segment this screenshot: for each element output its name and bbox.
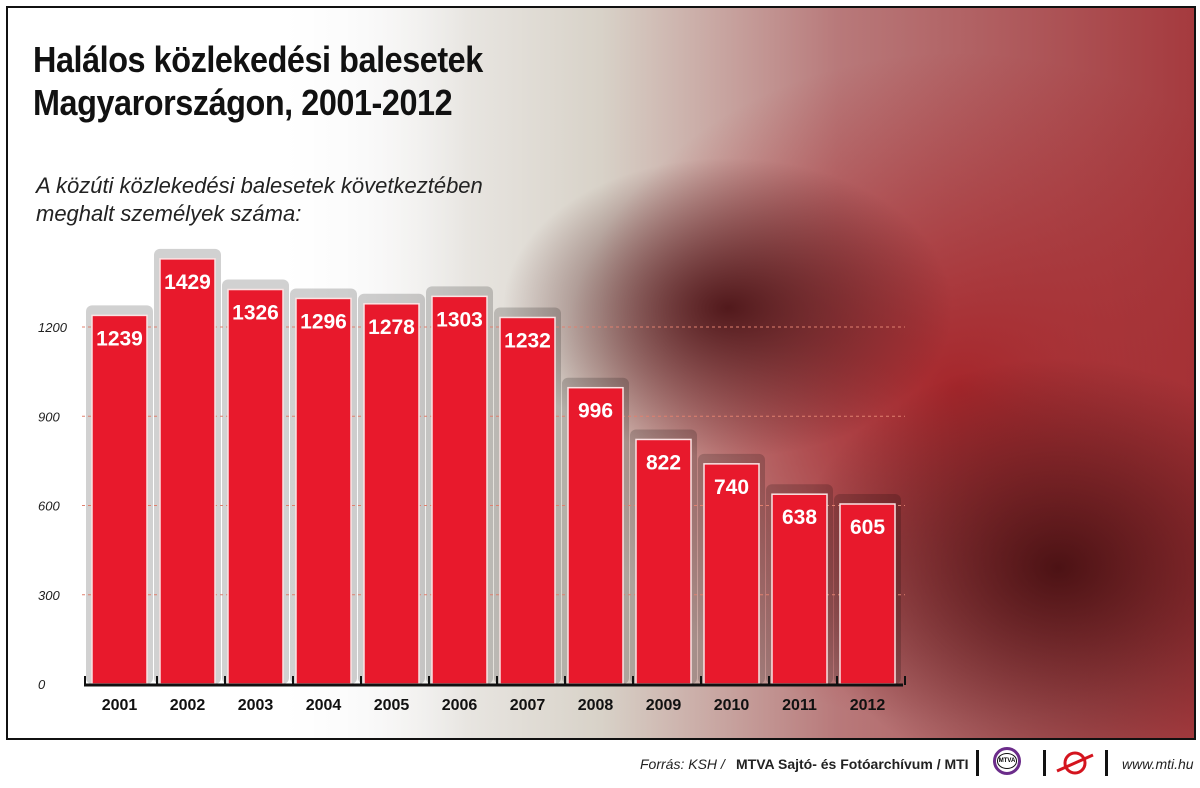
data-label: 1278 <box>368 316 415 339</box>
data-label: 822 <box>646 451 681 474</box>
bar-2001 <box>91 314 148 685</box>
title-line-1: Halálos közlekedési balesetek <box>33 39 483 80</box>
source-credit: MTVA Sajtó- és Fotóarchívum / MTI <box>736 756 969 772</box>
bar-chart: 0 300 600 900 1200 1239 2001 1429 2002 1326 2003 12… <box>38 248 906 714</box>
data-label: 1232 <box>504 329 551 352</box>
data-label: 1326 <box>232 302 279 325</box>
data-label: 1296 <box>300 310 347 333</box>
data-label: 605 <box>850 516 885 539</box>
x-tick-label: 2004 <box>306 697 342 714</box>
source-prefix: Forrás: KSH / <box>640 756 725 772</box>
x-tick-label: 2005 <box>374 697 410 714</box>
mtva-logo-icon: MTVA <box>993 747 1021 775</box>
data-label: 1429 <box>164 271 211 294</box>
data-label: 1303 <box>436 308 483 331</box>
x-tick-label: 2012 <box>850 697 886 714</box>
bar-2006 <box>431 295 488 685</box>
x-tick-label: 2010 <box>714 697 750 714</box>
footer: Forrás: KSH / MTVA Sajtó- és Fotóarchívu… <box>0 742 1200 788</box>
separator <box>1043 750 1046 776</box>
bar-2004 <box>295 297 352 685</box>
bar-2007 <box>499 316 556 685</box>
bar-2005 <box>363 303 420 685</box>
x-tick-label: 2011 <box>782 697 817 714</box>
bar-2012 <box>839 503 896 685</box>
subtitle-line-2: meghalt személyek száma: <box>36 201 302 226</box>
separator <box>976 750 979 776</box>
data-label: 638 <box>782 506 817 529</box>
y-tick-label: 900 <box>38 409 60 424</box>
bar-2008 <box>567 386 624 685</box>
x-tick-label: 2008 <box>578 697 614 714</box>
chart-title: Halálos közlekedési balesetek Magyarorsz… <box>33 38 483 124</box>
bar-2011 <box>771 493 828 685</box>
x-tick-label: 2007 <box>510 697 546 714</box>
chart-subtitle: A közúti közlekedési balesetek következt… <box>36 172 483 228</box>
y-tick-label: 300 <box>38 588 60 603</box>
data-label: 740 <box>714 476 749 499</box>
y-tick-label: 1200 <box>38 320 68 335</box>
x-tick-label: 2009 <box>646 697 682 714</box>
x-tick-label: 2003 <box>238 697 274 714</box>
separator <box>1105 750 1108 776</box>
x-tick-label: 2001 <box>102 697 138 714</box>
x-tick-label: 2006 <box>442 697 478 714</box>
bar-2003 <box>227 288 284 685</box>
data-label: 996 <box>578 400 613 423</box>
bar-2002 <box>159 258 216 685</box>
x-tick-label: 2002 <box>170 697 206 714</box>
mtva-logo-text: MTVA <box>996 753 1018 769</box>
bar-2009 <box>635 438 692 685</box>
y-tick-label: 600 <box>38 499 60 514</box>
mti-logo-icon <box>1056 751 1094 775</box>
website-url[interactable]: www.mti.hu <box>1122 756 1194 772</box>
data-label: 1239 <box>96 327 143 350</box>
y-tick-label: 0 <box>38 677 46 692</box>
subtitle-line-1: A közúti közlekedési balesetek következt… <box>36 173 483 198</box>
title-line-2: Magyarországon, 2001-2012 <box>33 82 453 123</box>
